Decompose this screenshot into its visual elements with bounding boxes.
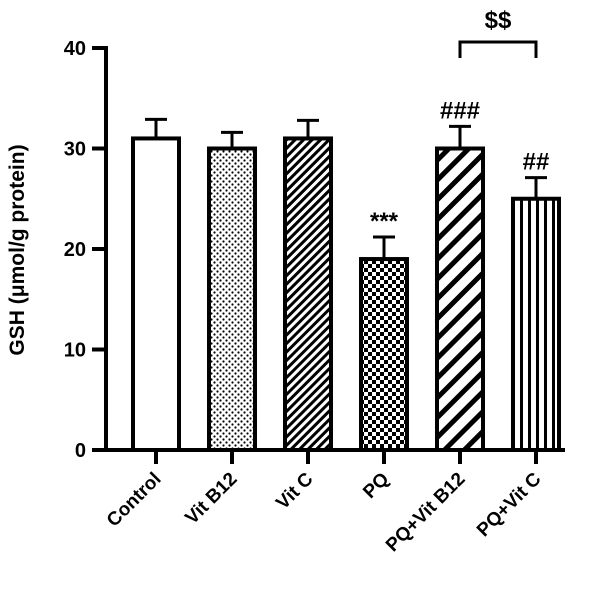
bar-pq-vit-c: [511, 196, 561, 452]
y-tick-label: 0: [75, 440, 86, 462]
bars: [131, 117, 561, 452]
x-tick-label: Control: [103, 469, 166, 532]
bar-vit-c: [283, 136, 333, 452]
y-tick-label: 20: [64, 239, 86, 261]
significance-annotation: ***: [370, 208, 399, 235]
x-tick-label: PQ+Vit C: [473, 468, 546, 541]
bar-pq-vit-b12: [435, 146, 485, 452]
x-tick-label: PQ+Vit B12: [382, 469, 469, 556]
bar-pq: [359, 257, 409, 452]
y-axis-label: GSH (μmol/g protein): [6, 144, 29, 355]
x-tick-label: Vit C: [272, 468, 317, 513]
y-tick-label: 40: [64, 38, 86, 60]
significance-annotation: ##: [523, 149, 550, 176]
y-tick-label: 30: [64, 139, 86, 161]
bar-control: [131, 136, 181, 452]
comparison-bracket: [458, 40, 538, 58]
x-tick-label: PQ: [359, 469, 393, 503]
significance-annotation: ###: [440, 97, 480, 124]
bar-vit-b12: [207, 146, 257, 452]
x-tick-label: Vit B12: [181, 469, 241, 529]
comparison-annotation: $$: [485, 7, 512, 34]
y-tick-label: 10: [64, 340, 86, 362]
